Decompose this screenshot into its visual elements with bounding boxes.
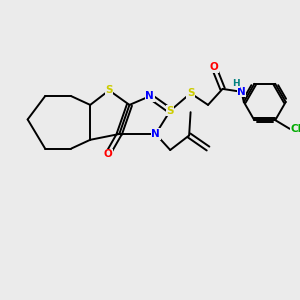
Text: N: N: [146, 91, 154, 101]
Text: Cl: Cl: [291, 124, 300, 134]
Text: O: O: [103, 149, 112, 159]
Text: N: N: [151, 129, 160, 139]
Text: H: H: [232, 79, 240, 88]
Text: S: S: [105, 85, 113, 95]
Text: O: O: [209, 62, 218, 72]
Text: N: N: [237, 87, 246, 97]
Text: S: S: [187, 88, 194, 98]
Text: S: S: [167, 106, 174, 116]
